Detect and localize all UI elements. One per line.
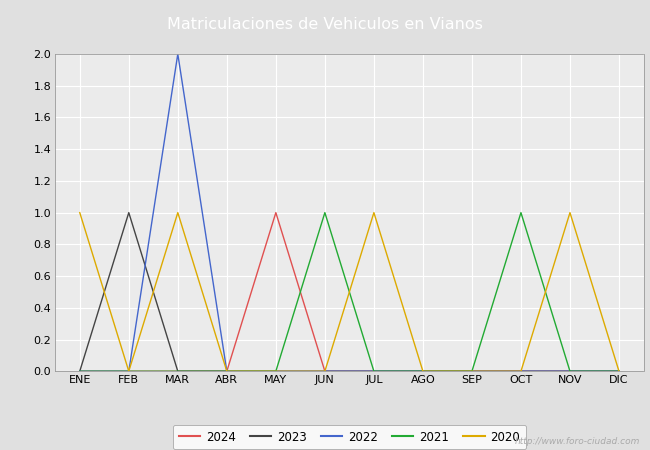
Text: Matriculaciones de Vehiculos en Vianos: Matriculaciones de Vehiculos en Vianos xyxy=(167,17,483,32)
Text: http://www.foro-ciudad.com: http://www.foro-ciudad.com xyxy=(515,436,640,446)
Legend: 2024, 2023, 2022, 2021, 2020: 2024, 2023, 2022, 2021, 2020 xyxy=(173,425,526,450)
